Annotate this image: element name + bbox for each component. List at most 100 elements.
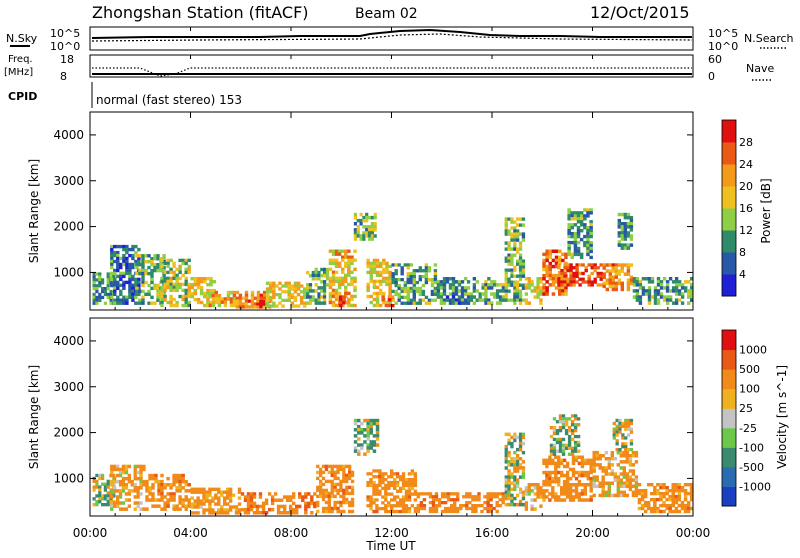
power-cell bbox=[430, 298, 435, 302]
velocity-cell bbox=[677, 497, 682, 502]
velocity-cell bbox=[390, 469, 394, 473]
power-cell bbox=[589, 220, 593, 224]
power-cell bbox=[369, 261, 373, 266]
velocity-cell bbox=[393, 486, 397, 490]
power-cell bbox=[110, 244, 114, 249]
power-cell bbox=[372, 282, 377, 287]
velocity-cell bbox=[401, 472, 406, 476]
power-cell bbox=[116, 262, 120, 267]
velocity-cell bbox=[387, 509, 391, 514]
velocity-cell bbox=[495, 504, 499, 508]
velocity-cell bbox=[610, 463, 614, 467]
velocity-cell bbox=[231, 505, 236, 509]
velocity-cell bbox=[683, 503, 688, 508]
velocity-cell bbox=[659, 509, 663, 514]
power-cell bbox=[472, 295, 476, 299]
power-cell bbox=[635, 283, 640, 287]
velocity-cell bbox=[101, 494, 105, 498]
velocity-cell bbox=[226, 508, 230, 512]
velocity-cell bbox=[601, 481, 605, 485]
power-cell bbox=[153, 301, 157, 305]
power-cell bbox=[193, 291, 198, 296]
power-cell bbox=[385, 267, 389, 272]
power-cell bbox=[394, 278, 398, 282]
power-cell bbox=[169, 276, 173, 281]
power-cell bbox=[671, 301, 676, 305]
velocity-cell bbox=[492, 506, 496, 511]
power-cell bbox=[217, 303, 221, 308]
power-cell bbox=[518, 298, 523, 302]
velocity-colorbar-swatch bbox=[722, 349, 736, 370]
velocity-cell bbox=[345, 497, 349, 502]
power-colorbar-tick: 16 bbox=[739, 202, 753, 215]
power-cell bbox=[353, 222, 357, 226]
velocity-cell bbox=[549, 446, 554, 450]
power-cell bbox=[567, 252, 571, 257]
power-cell bbox=[311, 277, 315, 281]
velocity-cell bbox=[570, 420, 575, 424]
velocity-cell bbox=[196, 490, 200, 494]
velocity-cell bbox=[552, 449, 557, 453]
velocity-cell bbox=[634, 450, 639, 455]
velocity-cell bbox=[689, 489, 694, 493]
power-cell bbox=[475, 289, 479, 293]
velocity-cell bbox=[656, 489, 660, 493]
velocity-cell bbox=[662, 491, 666, 496]
velocity-cell bbox=[474, 498, 478, 502]
power-cell bbox=[278, 301, 282, 305]
velocity-cell bbox=[324, 491, 329, 496]
power-cell bbox=[539, 286, 543, 290]
power-cell bbox=[187, 270, 191, 275]
power-cell bbox=[366, 258, 370, 263]
velocity-cell bbox=[148, 486, 152, 490]
power-cell bbox=[106, 281, 110, 285]
power-cell bbox=[128, 295, 132, 299]
velocity-cell bbox=[504, 490, 508, 495]
velocity-cell bbox=[169, 483, 173, 487]
power-cell bbox=[378, 279, 383, 284]
power-cell bbox=[524, 277, 528, 281]
velocity-cell bbox=[431, 509, 436, 514]
power-cell bbox=[564, 267, 568, 272]
power-cell bbox=[504, 220, 508, 224]
power-cell bbox=[181, 273, 185, 278]
velocity-cell bbox=[558, 446, 563, 450]
power-cell bbox=[116, 253, 120, 258]
power-cell bbox=[427, 269, 432, 273]
power-cell bbox=[521, 232, 526, 236]
velocity-cell bbox=[321, 506, 326, 511]
velocity-cell bbox=[518, 466, 523, 470]
power-cell bbox=[128, 277, 132, 282]
velocity-cell bbox=[643, 491, 648, 496]
velocity-cell bbox=[589, 498, 593, 502]
power-cell bbox=[147, 265, 151, 270]
velocity-ytick-label: 3000 bbox=[53, 380, 84, 394]
velocity-cell bbox=[319, 488, 323, 493]
power-cell bbox=[570, 211, 574, 215]
power-cell bbox=[375, 264, 380, 269]
velocity-cell bbox=[510, 457, 514, 461]
velocity-cell bbox=[407, 498, 412, 502]
velocity-cell bbox=[474, 509, 478, 514]
power-cell bbox=[353, 231, 357, 235]
power-cell bbox=[454, 280, 459, 284]
power-cell bbox=[412, 272, 416, 276]
velocity-cell bbox=[205, 490, 209, 494]
power-cell bbox=[367, 231, 372, 235]
power-cell bbox=[320, 295, 324, 299]
power-cell bbox=[150, 260, 154, 264]
velocity-cell bbox=[372, 434, 377, 438]
velocity-cell bbox=[653, 506, 657, 511]
velocity-cell bbox=[413, 475, 418, 479]
velocity-cell bbox=[372, 440, 377, 444]
power-cell bbox=[427, 266, 432, 270]
power-cell bbox=[590, 283, 594, 287]
velocity-cell bbox=[662, 494, 666, 499]
power-cell bbox=[137, 277, 141, 282]
velocity-cell bbox=[324, 509, 329, 514]
power-cell bbox=[156, 295, 160, 299]
power-cell bbox=[548, 283, 552, 287]
velocity-cell bbox=[145, 479, 149, 484]
velocity-cell bbox=[416, 509, 420, 514]
